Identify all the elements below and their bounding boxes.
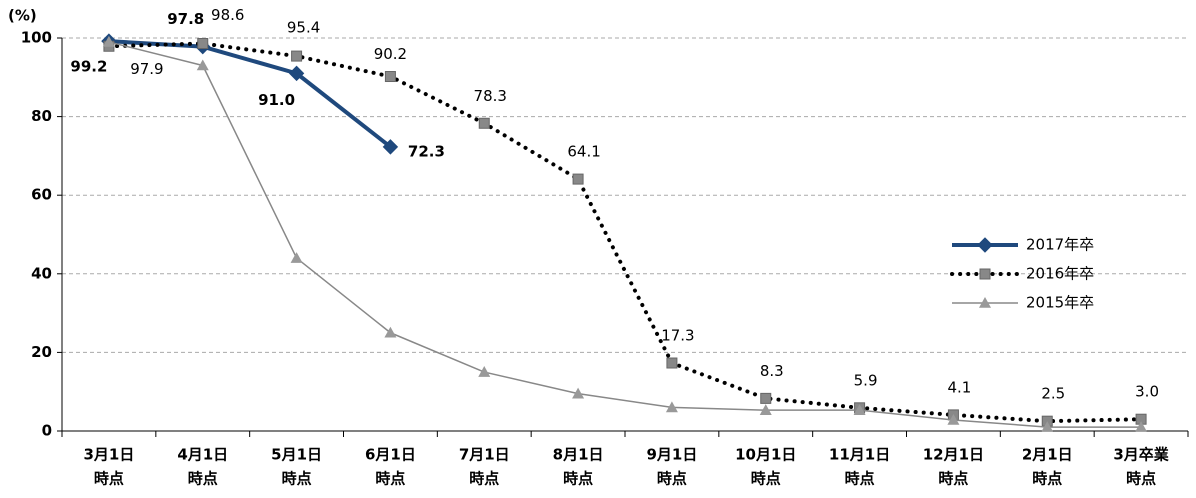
marker: [478, 117, 490, 129]
marker: [384, 326, 397, 338]
series-line: [108, 39, 392, 149]
data-label: 4.1: [947, 378, 971, 396]
y-tick-label: 0: [42, 422, 52, 440]
data-label: 5.9: [854, 371, 878, 389]
x-tick-label: 時点: [375, 470, 405, 488]
marker: [979, 297, 991, 308]
x-tick-label: 2月1日: [1022, 446, 1073, 464]
y-tick-label: 80: [31, 107, 52, 125]
x-tick-label: 時点: [469, 470, 499, 488]
data-label: 99.2: [70, 58, 107, 76]
data-label: 95.4: [287, 19, 320, 37]
legend-label: 2017年卒: [1026, 236, 1094, 254]
series-line: [108, 41, 1142, 428]
marker: [666, 357, 678, 369]
marker: [1135, 421, 1148, 432]
x-tick-label: 時点: [1126, 470, 1156, 488]
x-tick-label: 時点: [94, 470, 124, 488]
x-tick-label: 4月1日: [177, 446, 228, 464]
data-label: 72.3: [408, 142, 445, 160]
x-tick-label: 11月1日: [829, 446, 890, 464]
x-tick-label: 時点: [563, 470, 593, 488]
legend-label: 2016年卒: [1026, 265, 1094, 283]
data-label: 78.3: [474, 87, 507, 105]
x-tick-label: 時点: [938, 470, 968, 488]
data-label: 64.1: [567, 143, 600, 161]
marker: [979, 268, 991, 280]
data-label: 17.3: [661, 327, 694, 345]
legend-label: 2015年卒: [1026, 294, 1094, 312]
marker: [290, 252, 303, 263]
x-tick-label: 時点: [1032, 470, 1062, 488]
x-tick-label: 3月卒業: [1113, 446, 1169, 464]
y-tick-label: 60: [31, 186, 52, 204]
data-label: 91.0: [258, 91, 295, 109]
data-label: 8.3: [760, 362, 784, 380]
marker: [665, 401, 678, 413]
x-tick-label: 10月1日: [735, 446, 796, 464]
marker: [478, 366, 491, 377]
marker: [291, 50, 303, 62]
marker: [572, 387, 585, 399]
y-tick-label: 100: [21, 29, 52, 47]
x-tick-label: 時点: [188, 470, 218, 488]
marker: [759, 404, 772, 415]
marker: [947, 413, 960, 425]
marker: [853, 404, 866, 415]
x-tick-label: 8月1日: [553, 446, 604, 464]
data-label: 2.5: [1041, 385, 1065, 403]
marker: [572, 173, 584, 185]
marker: [384, 71, 396, 83]
x-tick-label: 時点: [845, 470, 875, 488]
y-axis-label: (%): [8, 7, 37, 25]
data-label: 3.0: [1135, 383, 1159, 401]
data-label: 97.9: [130, 60, 163, 78]
y-tick-label: 40: [31, 264, 52, 282]
x-tick-label: 時点: [657, 470, 687, 488]
marker: [288, 65, 305, 82]
marker: [102, 35, 115, 47]
x-tick-label: 7月1日: [459, 446, 510, 464]
marker: [197, 38, 209, 50]
data-label: 97.8: [167, 10, 204, 28]
x-tick-label: 3月1日: [83, 446, 134, 464]
marker: [196, 59, 209, 71]
x-tick-label: 時点: [282, 470, 312, 488]
marker: [382, 139, 399, 155]
x-tick-label: 9月1日: [646, 446, 697, 464]
marker: [1041, 421, 1054, 432]
x-tick-label: 5月1日: [271, 446, 322, 464]
data-label: 90.2: [374, 45, 407, 63]
data-label: 98.6: [211, 6, 244, 24]
marker: [977, 237, 993, 253]
x-tick-label: 12月1日: [923, 446, 984, 464]
x-tick-label: 6月1日: [365, 446, 416, 464]
y-tick-label: 20: [31, 343, 52, 361]
marker: [760, 392, 772, 404]
x-tick-label: 時点: [751, 470, 781, 488]
